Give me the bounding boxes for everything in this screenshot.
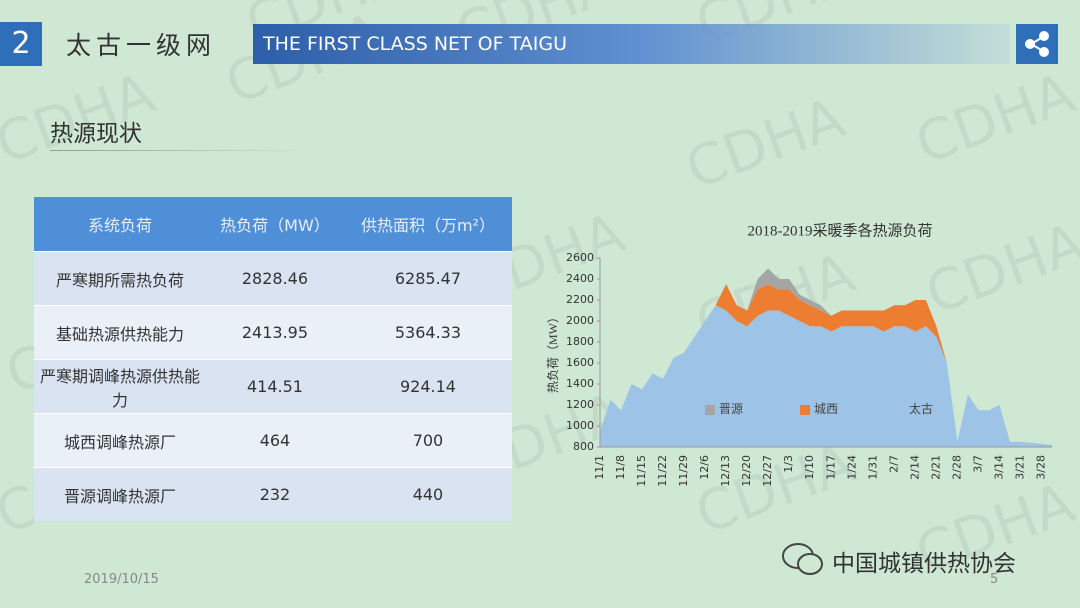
table-cell: 464 — [206, 413, 344, 468]
x-tick-label: 1/17 — [824, 455, 837, 480]
footer-date: 2019/10/15 — [84, 572, 159, 587]
table-cell: 414.51 — [206, 359, 344, 414]
x-tick-label: 12/6 — [698, 455, 711, 480]
y-tick-label: 800 — [573, 440, 594, 453]
organization: 中国城镇供热协会 — [832, 551, 1016, 577]
x-tick-label: 11/29 — [677, 455, 690, 487]
legend-swatch — [705, 405, 715, 415]
watermark: CDHA — [678, 86, 853, 203]
page-number: 5 — [990, 572, 999, 587]
y-tick-label: 1800 — [566, 335, 594, 348]
table-cell: 440 — [343, 467, 512, 521]
legend-label: 晋源 — [719, 402, 743, 416]
y-tick-label: 2000 — [566, 314, 594, 327]
banner: THE FIRST CLASS NET OF TAIGU — [253, 24, 1010, 64]
table-row: 严寒期调峰热源供热能力 414.51 924.14 — [34, 359, 512, 414]
x-tick-label: 1/3 — [782, 455, 795, 473]
table-row: 晋源调峰热源厂 232 440 — [34, 467, 512, 521]
x-tick-label: 11/22 — [656, 455, 669, 487]
table-cell: 2413.95 — [206, 305, 344, 360]
legend-label: 太古 — [909, 401, 933, 416]
y-tick-label: 2200 — [566, 293, 594, 306]
table: 系统负荷 热负荷（MW） 供热面积（万m²） 严寒期所需热负荷 2828.46 6285.… — [34, 197, 512, 521]
y-tick-label: 1000 — [566, 419, 594, 432]
x-tick-label: 1/31 — [866, 455, 879, 480]
y-tick-label: 2600 — [566, 251, 594, 264]
y-tick-label: 1200 — [566, 398, 594, 411]
column-header: 供热面积（万m²） — [343, 197, 512, 252]
x-tick-label: 2/28 — [950, 455, 963, 480]
share-icon — [1025, 31, 1049, 57]
x-tick-label: 3/21 — [1013, 455, 1026, 480]
watermark: CDHA — [908, 61, 1080, 178]
x-tick-label: 12/27 — [761, 455, 774, 487]
x-tick-label: 11/15 — [635, 455, 648, 487]
column-header: 系统负荷 — [34, 197, 206, 252]
table-cell: 严寒期调峰热源供热能力 — [34, 359, 206, 414]
column-header: 热负荷（MW） — [206, 197, 344, 252]
table-row: 基础热源供热能力 2413.95 5364.33 — [34, 305, 512, 360]
legend-swatch — [800, 405, 810, 415]
section-number: 2 — [0, 22, 42, 66]
x-tick-label: 3/14 — [992, 455, 1005, 480]
x-tick-label: 2/7 — [887, 455, 900, 473]
wechat-icon — [782, 543, 823, 575]
x-tick-label: 3/28 — [1034, 455, 1047, 480]
x-tick-label: 11/1 — [593, 455, 606, 480]
table-cell: 严寒期所需热负荷 — [34, 251, 206, 306]
table-cell: 924.14 — [343, 359, 512, 414]
x-tick-label: 1/10 — [803, 455, 816, 480]
x-tick-label: 3/7 — [971, 455, 984, 473]
table-cell: 232 — [206, 467, 344, 521]
legend-label: 城西 — [814, 402, 838, 416]
table-row: 严寒期所需热负荷 2828.46 6285.47 — [34, 251, 512, 306]
x-tick-label: 2/21 — [929, 455, 942, 480]
table-cell: 2828.46 — [206, 251, 344, 306]
area — [600, 284, 1052, 445]
x-tick-label: 12/20 — [740, 455, 753, 487]
section-title: 热源现状 — [50, 121, 142, 147]
x-tick-label: 11/8 — [614, 455, 627, 480]
x-tick-label: 2/14 — [908, 455, 921, 480]
table-header: 系统负荷 热负荷（MW） 供热面积（万m²） — [34, 197, 512, 252]
table-cell: 城西调峰热源厂 — [34, 413, 206, 468]
legend-swatch — [895, 405, 905, 415]
x-tick-label: 12/13 — [719, 455, 732, 487]
table-cell: 6285.47 — [343, 251, 512, 306]
table-cell: 晋源调峰热源厂 — [34, 467, 206, 521]
table-cell: 700 — [343, 413, 512, 468]
x-tick-label: 1/24 — [845, 455, 858, 480]
y-tick-label: 1600 — [566, 356, 594, 369]
page-title: 太古一级网 — [66, 31, 217, 60]
chart-title: 2018-2019采暖季各热源负荷 — [748, 222, 933, 239]
divider — [50, 150, 310, 151]
chart: 2018-2019采暖季各热源负荷 热负荷（MW） 800 1000 1200 140… — [546, 222, 1052, 487]
share-button[interactable] — [1016, 24, 1058, 64]
table-cell: 5364.33 — [343, 305, 512, 360]
table-cell: 基础热源供热能力 — [34, 305, 206, 360]
y-tick-label: 1400 — [566, 377, 594, 390]
y-tick-label: 2400 — [566, 272, 594, 285]
table-row: 城西调峰热源厂 464 700 — [34, 413, 512, 468]
y-axis-label: 热负荷（MW） — [546, 311, 560, 393]
